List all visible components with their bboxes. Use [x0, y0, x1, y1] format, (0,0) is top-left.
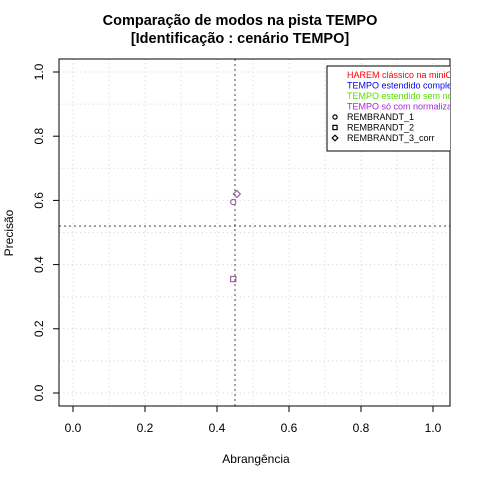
y-tick-label: 0.6 [32, 192, 46, 209]
y-axis: 0.0 0.2 0.4 0.6 0.8 1.0 [32, 63, 59, 401]
chart-title: Comparação de modos na pista TEMPO [102, 13, 378, 29]
y-tick-label: 0.0 [32, 384, 46, 401]
y-tick-label: 0.8 [32, 128, 46, 145]
legend-mode-label: HAREM clássico na miniC [347, 70, 453, 80]
chart-subtitle: [Identificação : cenário TEMPO] [130, 31, 350, 47]
legend-marker-diamond [331, 134, 339, 142]
reference-lines [59, 59, 450, 406]
x-axis-label: Abrangência [222, 452, 290, 466]
x-tick-label: 0.4 [209, 421, 226, 435]
y-tick-label: 1.0 [32, 63, 46, 80]
y-tick-label: 0.4 [32, 256, 46, 273]
legend-mode-label: TEMPO só com normaliza [347, 102, 452, 112]
x-tick-label: 0.0 [65, 421, 82, 435]
legend-mode-label: TEMPO estendido comple [347, 81, 452, 91]
legend-system-label: REMBRANDT_2 [347, 123, 414, 133]
legend-mode-label: TEMPO estendido sem no [347, 91, 453, 101]
y-axis-label: Precisão [2, 209, 16, 257]
x-axis: 0.0 0.2 0.4 0.6 0.8 1.0 [65, 406, 442, 435]
x-tick-label: 0.6 [281, 421, 298, 435]
legend-marker-circle [332, 114, 338, 120]
legend-box [326, 65, 450, 152]
x-tick-label: 0.8 [353, 421, 370, 435]
y-tick-label: 0.2 [32, 320, 46, 337]
legend-marker-square [332, 124, 338, 131]
data-point-rembrandt-1 [229, 198, 237, 206]
x-tick-label: 0.2 [137, 421, 154, 435]
legend-system-label: REMBRANDT_1 [347, 112, 414, 122]
data-point-rembrandt-3-corr [232, 189, 242, 199]
x-tick-label: 1.0 [425, 421, 442, 435]
data-points [229, 189, 242, 283]
legend-system-label: REMBRANDT_3_corr [347, 133, 435, 143]
plot-frame [58, 58, 451, 407]
data-point-rembrandt-2 [230, 275, 237, 283]
